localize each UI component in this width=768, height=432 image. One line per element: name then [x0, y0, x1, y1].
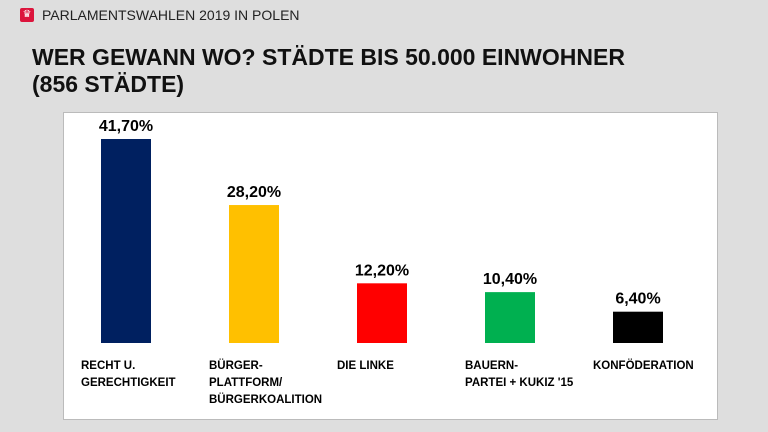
- category-label: PLATTFORM/: [209, 377, 283, 389]
- title-line-2: (856 STÄDTE): [32, 71, 185, 97]
- category-label: PARTEI + KUKIZ '15: [465, 377, 574, 389]
- chart-area: [63, 112, 718, 420]
- category-label: RECHT U.: [81, 360, 135, 372]
- bar: [613, 311, 663, 343]
- title-line-1: WER GEWANN WO? STÄDTE BIS 50.000 EINWOHN…: [32, 44, 625, 70]
- bar: [101, 139, 151, 343]
- data-label: 10,40%: [483, 271, 537, 288]
- data-label: 12,20%: [355, 262, 409, 279]
- data-label: 28,20%: [227, 184, 281, 201]
- category-label: DIE LINKE: [337, 360, 394, 372]
- presentation-subtitle: PARLAMENTSWAHLEN 2019 IN POLEN: [42, 7, 300, 23]
- category-label: BÜRGERKOALITION: [209, 393, 322, 406]
- data-label: 6,40%: [615, 291, 660, 308]
- data-label: 41,70%: [99, 118, 153, 135]
- bar: [229, 205, 279, 343]
- category-label: KONFÖDERATION: [593, 359, 694, 372]
- category-label: GERECHTIGKEIT: [81, 377, 176, 389]
- bar: [485, 292, 535, 343]
- header-bar: ♛ PARLAMENTSWAHLEN 2019 IN POLEN: [20, 7, 300, 23]
- slide-title: WER GEWANN WO? STÄDTE BIS 50.000 EINWOHN…: [32, 44, 732, 98]
- category-label: BAUERN-: [465, 360, 518, 372]
- bar: [357, 283, 407, 343]
- polish-eagle-icon: ♛: [20, 8, 34, 22]
- category-label: BÜRGER-: [209, 359, 263, 372]
